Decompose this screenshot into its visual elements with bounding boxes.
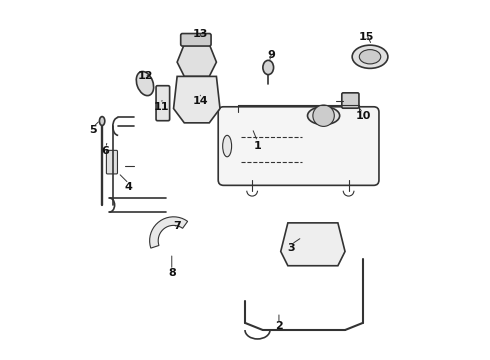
FancyBboxPatch shape	[106, 150, 118, 174]
Text: 10: 10	[355, 111, 370, 121]
FancyBboxPatch shape	[181, 33, 211, 46]
Polygon shape	[177, 44, 217, 76]
Text: 14: 14	[193, 96, 208, 107]
Text: 7: 7	[173, 221, 181, 231]
Polygon shape	[281, 223, 345, 266]
Text: 3: 3	[288, 243, 295, 253]
FancyBboxPatch shape	[342, 93, 359, 108]
Ellipse shape	[359, 50, 381, 64]
Ellipse shape	[263, 60, 273, 75]
Text: 13: 13	[193, 28, 208, 39]
Polygon shape	[149, 217, 188, 248]
Ellipse shape	[222, 135, 232, 157]
Circle shape	[313, 105, 334, 126]
Text: 4: 4	[125, 182, 133, 192]
Text: 12: 12	[137, 71, 153, 81]
Text: 6: 6	[102, 147, 110, 157]
Text: 15: 15	[359, 32, 374, 42]
Ellipse shape	[308, 107, 340, 125]
Text: 11: 11	[153, 102, 169, 112]
Text: 9: 9	[268, 50, 276, 60]
Ellipse shape	[99, 117, 105, 126]
Text: 8: 8	[168, 268, 175, 278]
Ellipse shape	[352, 45, 388, 68]
FancyBboxPatch shape	[156, 86, 170, 121]
Text: 5: 5	[89, 125, 97, 135]
Ellipse shape	[136, 72, 154, 96]
Text: 2: 2	[275, 321, 283, 332]
FancyBboxPatch shape	[218, 107, 379, 185]
Polygon shape	[173, 76, 220, 123]
Text: 1: 1	[254, 141, 261, 151]
